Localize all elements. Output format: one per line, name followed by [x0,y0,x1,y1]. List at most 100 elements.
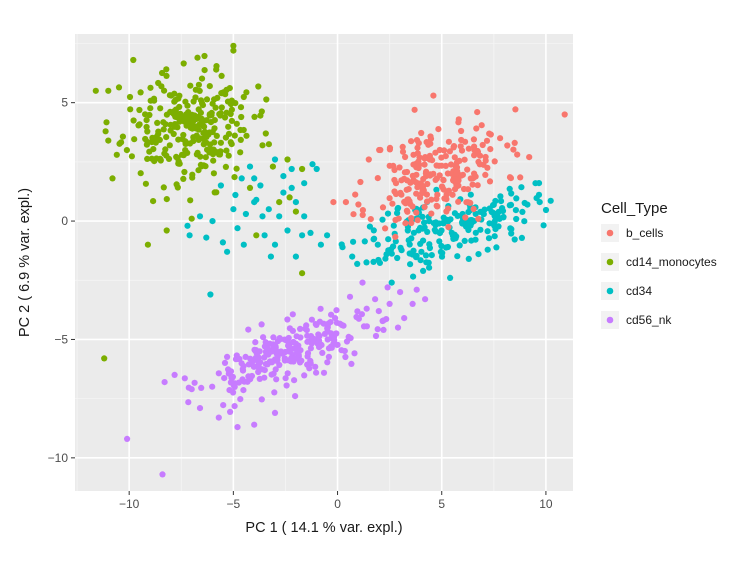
point-cd56-nk [273,376,280,383]
legend-label-cd14-monocytes: cd14_monocytes [626,255,717,269]
point-cd56-nk [226,387,233,394]
point-cd14-monocytes [146,111,153,119]
point-b-cells [512,106,519,113]
point-cd14-monocytes [201,123,208,130]
x-axis-ticks: −10 −5 0 5 10 [119,491,553,511]
point-b-cells [507,175,514,182]
point-b-cells [355,201,362,208]
point-cd14-monocytes [213,132,220,139]
point-cd56-nk [277,348,285,355]
point-cd14-monocytes [231,174,238,181]
point-cd14-monocytes [228,97,235,104]
point-b-cells [455,177,462,184]
point-cd34 [500,214,507,221]
point-cd56-nk [351,350,358,357]
point-cd14-monocytes [221,114,229,121]
point-cd14-monocytes [243,89,250,96]
point-cd56-nk [262,361,270,368]
point-cd14-monocytes [206,112,213,119]
point-cd14-monocytes [198,163,205,170]
point-cd34 [521,199,528,207]
point-cd34 [456,242,463,249]
point-cd34 [432,228,439,235]
point-b-cells [421,161,428,168]
point-b-cells [410,178,417,185]
point-cd56-nk [333,307,340,314]
point-cd14-monocytes [299,165,306,173]
point-cd56-nk [171,371,178,378]
legend-key-cd14-monocytes [606,258,614,266]
point-b-cells [430,92,437,99]
point-cd14-monocytes [223,109,230,116]
point-cd56-nk [333,341,340,348]
point-b-cells [435,126,442,133]
point-cd14-monocytes [163,134,170,141]
point-cd56-nk [422,296,429,303]
point-cd14-monocytes [154,119,161,126]
point-cd14-monocytes [206,83,213,90]
point-cd14-monocytes [276,199,283,206]
point-cd56-nk [252,339,259,346]
point-b-cells [408,138,415,145]
point-cd14-monocytes [174,184,181,191]
point-cd34 [519,208,526,215]
point-cd14-monocytes [187,197,194,204]
point-cd14-monocytes [222,163,229,170]
point-b-cells [359,207,366,214]
point-cd34 [307,229,314,236]
point-cd34 [370,227,377,234]
point-cd34 [486,220,493,227]
point-cd34 [370,236,377,243]
point-cd34 [232,191,239,199]
point-cd34 [459,219,466,226]
point-cd14-monocytes [206,149,213,156]
point-cd56-nk [239,376,246,383]
point-cd34 [420,237,427,244]
point-cd56-nk [348,360,355,367]
point-b-cells [434,191,441,198]
point-b-cells [418,129,425,137]
point-b-cells [436,172,443,179]
point-b-cells [426,152,433,159]
point-cd56-nk [237,396,244,403]
point-cd56-nk [224,353,231,360]
point-cd34 [385,236,392,243]
point-cd34 [444,243,451,251]
point-cd14-monocytes [158,83,165,90]
point-cd56-nk [302,325,309,332]
point-cd56-nk [301,372,308,379]
point-b-cells [410,151,417,158]
point-b-cells [458,136,465,144]
point-cd14-monocytes [155,130,162,137]
point-b-cells [374,175,381,182]
point-cd34 [535,191,543,198]
point-b-cells [482,157,489,164]
point-b-cells [403,168,411,176]
point-b-cells [458,127,465,135]
point-cd34 [410,247,417,254]
point-cd56-nk [380,326,387,333]
point-b-cells [474,148,481,156]
point-cd56-nk [313,369,320,376]
point-b-cells [465,199,472,206]
point-cd56-nk [384,284,391,291]
point-cd34 [413,254,420,261]
point-cd14-monocytes [228,117,235,124]
point-cd34 [421,224,428,231]
point-b-cells [408,215,415,222]
point-b-cells [448,161,455,168]
point-cd56-nk [372,296,379,303]
point-cd14-monocytes [255,83,262,90]
point-cd56-nk [292,393,299,400]
point-cd14-monocytes [223,86,230,93]
point-cd56-nk [358,311,365,318]
point-cd14-monocytes [225,123,232,130]
point-cd34 [361,238,368,245]
point-cd56-nk [215,370,222,377]
point-cd14-monocytes [217,148,224,155]
point-cd14-monocytes [102,128,109,135]
point-cd14-monocytes [151,158,158,165]
point-cd34 [280,173,287,180]
point-cd34 [426,241,433,248]
point-cd34 [350,238,357,245]
